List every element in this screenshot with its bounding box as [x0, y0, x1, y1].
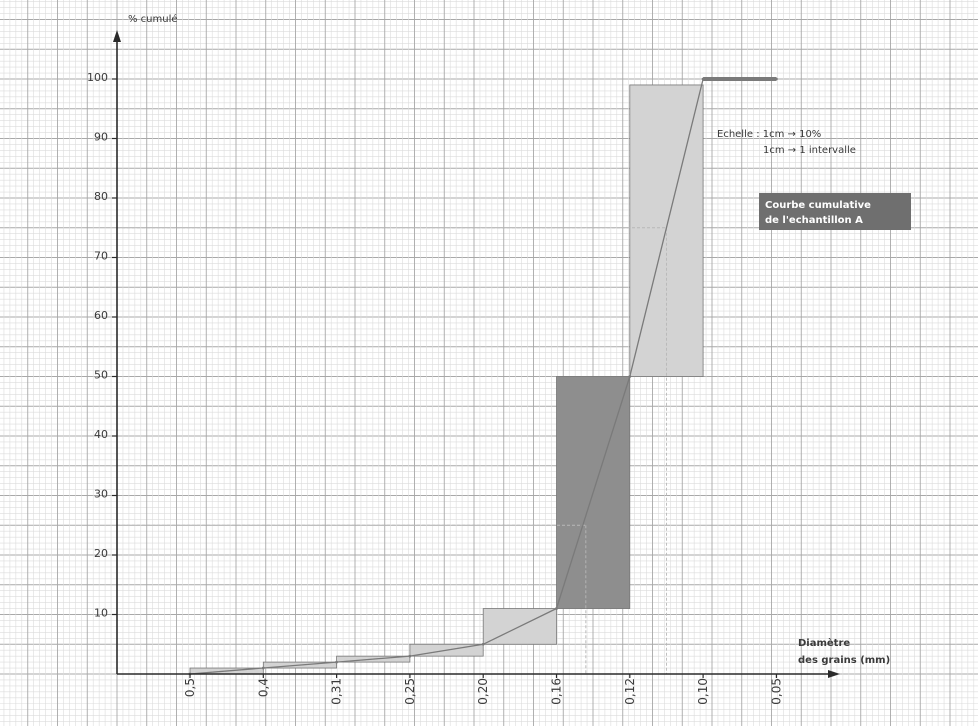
y-tick-label: 60	[94, 309, 108, 322]
y-axis-arrowhead	[113, 30, 121, 42]
curve-point	[775, 77, 778, 81]
y-tick-label: 10	[94, 607, 108, 620]
axes	[113, 30, 840, 678]
y-tick-label: 70	[94, 250, 108, 263]
y-tick-label: 20	[94, 547, 108, 560]
x-tick-label: 0,16	[550, 678, 564, 705]
y-tick-label: 50	[94, 369, 108, 382]
curve-point	[628, 375, 632, 378]
y-tick-label: 40	[94, 428, 108, 441]
x-axis-label-line1: Diamètre	[798, 637, 850, 649]
curve-point	[408, 654, 412, 658]
quartile-guides	[117, 227, 667, 674]
scale-annotation-line2: 1cm → 1 intervalle	[763, 145, 856, 156]
curve-point	[701, 77, 705, 81]
legend-line1: Courbe cumulative	[765, 200, 871, 211]
x-axis-arrowhead	[828, 670, 840, 678]
x-tick-label: 0,05	[769, 678, 783, 705]
x-tick-label: 0,20	[476, 678, 490, 705]
y-tick-label: 80	[94, 190, 108, 203]
curve-point	[481, 642, 485, 646]
x-tick-label: 0,25	[403, 678, 417, 705]
x-tick-label: 0,31	[330, 678, 344, 705]
y-tick-label: 100	[87, 71, 108, 84]
x-tick-label: 0,12	[623, 678, 637, 705]
x-ticks: 0,5 0,4 0,31 0,25 0,20 0,16 0,12 0,10 0,05	[183, 674, 783, 705]
curve-point	[555, 607, 558, 610]
y-tick-label: 90	[94, 131, 108, 144]
y-tick-label: 30	[94, 488, 108, 501]
legend-line2: de l'echantillon A	[765, 215, 863, 226]
y-ticks: 10 20 30 40 50 60 70 80 90 100	[87, 71, 117, 620]
scale-annotation-line1: Echelle : 1cm → 10%	[717, 129, 821, 140]
curve-point	[261, 666, 265, 670]
curve-point	[335, 660, 338, 664]
x-axis-label-line2: des grains (mm)	[798, 655, 890, 666]
class-bars	[189, 84, 704, 675]
y-axis-label: % cumulé	[128, 13, 178, 25]
x-tick-label: 0,10	[696, 678, 710, 705]
x-tick-label: 0,5	[183, 678, 197, 697]
x-tick-label: 0,4	[256, 678, 270, 697]
legend-box	[759, 193, 911, 230]
